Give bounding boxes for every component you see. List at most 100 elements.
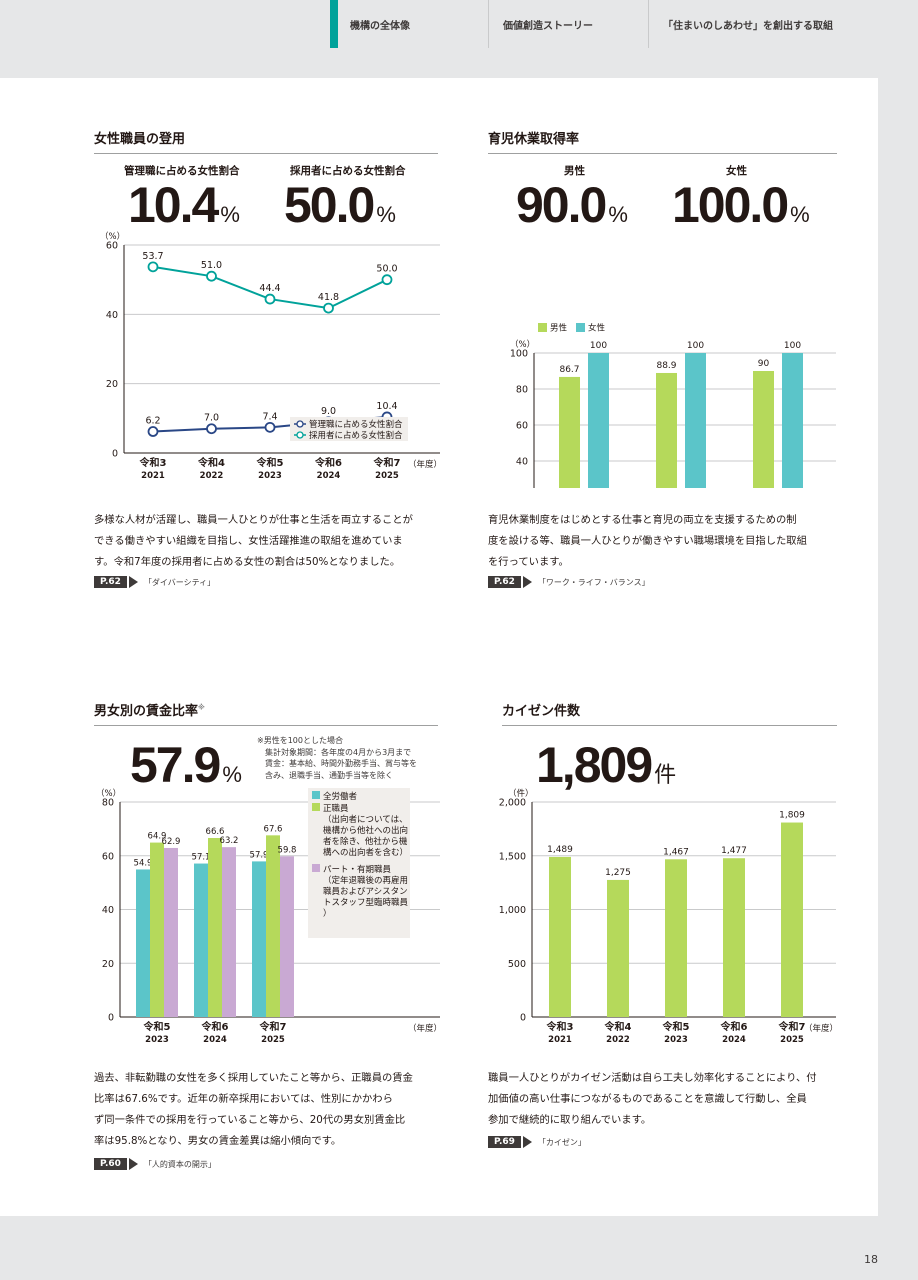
x-tick-label: 令和7 [259, 1020, 287, 1033]
bar [559, 376, 580, 488]
bar [588, 353, 609, 488]
data-label: 86.7 [559, 365, 579, 375]
text-line: 職員一人ひとりがカイゼン活動は自ら工夫し効率化することにより、付 [488, 1072, 817, 1084]
page-reference-link[interactable]: P.60 「人的資本の開示」 [94, 1158, 216, 1170]
nav-item-initiatives[interactable]: 「住まいのしあわせ」を創出する取組 [648, 0, 918, 48]
data-label: 1,489 [547, 845, 573, 855]
ref-text: 「ダイバーシティ」 [143, 577, 216, 587]
y-tick-label: 40 [516, 457, 528, 468]
y-tick-label: 40 [102, 905, 114, 916]
x-tick-label: 令和6 [314, 456, 342, 469]
legend-marker [296, 420, 304, 428]
bar [280, 856, 294, 1017]
page-number: 18 [864, 1253, 878, 1266]
legend-note-line: （出向者については、 [323, 814, 408, 825]
childcare-leave-bar-chart: 020406080100（%）86.788.990100100100男性女性令和… [510, 323, 836, 488]
data-label: 1,467 [663, 847, 689, 857]
y-tick-label: 60 [102, 851, 114, 862]
x-tick-label: 令和5 [662, 1020, 690, 1033]
data-point [381, 274, 393, 286]
x-year-label: 2022 [606, 1035, 630, 1045]
data-label: 6.2 [145, 416, 160, 427]
section3-body: 過去、非転勤職の女性を多く採用していたこと等から、正職員の賃金 比率は67.6%で… [94, 1068, 454, 1152]
text-line: す。令和7年度の採用者に占める女性の割合は50%となりました。 [94, 556, 401, 568]
section4-body: 職員一人ひとりがカイゼン活動は自ら工夫し効率化することにより、付 加価値の高い仕事… [488, 1068, 848, 1131]
ref-page-tag: P.62 [94, 576, 127, 588]
x-tick-label: 令和5 [256, 456, 284, 469]
bar [150, 842, 164, 1017]
y-tick-label: 80 [516, 385, 528, 396]
x-year-label: 2021 [548, 1035, 572, 1045]
bar [607, 879, 629, 1017]
bar [656, 372, 677, 488]
x-tick-label: 令和3 [546, 1020, 574, 1033]
text-line: 度を設ける等、職員一人ひとりが働きやすい職場環境を目指した取組 [488, 535, 807, 547]
ref-text: 「ワーク・ライフ・バランス」 [537, 577, 650, 587]
y-tick-label: 40 [106, 310, 118, 321]
data-label: 54.9 [134, 858, 153, 868]
legend-box [308, 788, 410, 938]
nav-item-overview[interactable]: 機構の全体像 [330, 0, 488, 48]
kaizen-bar-chart: 0 500 1,000 1,500 2,000（件） 1,489 1,275 1,467 1,4… [499, 788, 838, 1045]
text-line: できる働きやすい組織を目指し、女性活躍推進の取組を進めていま [94, 535, 403, 547]
data-label: 7.4 [262, 411, 277, 422]
section1-body: 多様な人材が活躍し、職員一人ひとりが仕事と生活を両立することが できる働きやすい組… [94, 510, 454, 573]
bar [208, 838, 222, 1017]
bar [782, 353, 803, 488]
text-line: 比率は67.6%です。近年の新卒採用においては、性別にかかわら [94, 1093, 393, 1105]
kpi-wage-ratio: 57.9% [130, 737, 242, 793]
bar [753, 371, 774, 488]
data-label: 59.8 [278, 845, 297, 855]
data-label: 50.0 [376, 264, 397, 275]
legend-marker [296, 431, 304, 439]
data-label: 53.7 [142, 251, 163, 262]
bar [665, 859, 687, 1017]
data-point [264, 293, 276, 305]
legend-label: 全労働者 [323, 791, 358, 802]
wage-ratio-footnote: ※男性を100とした場合 集計対象期間：各年度の4月から3月まで 賃金：基本給、… [257, 736, 417, 780]
nav-item-value-story[interactable]: 価値創造ストーリー [488, 0, 648, 48]
bar [222, 847, 236, 1017]
y-tick-label: 80 [102, 798, 114, 809]
data-label: 63.2 [220, 836, 239, 846]
page-reference-link[interactable]: P.62 「ワーク・ライフ・バランス」 [488, 576, 650, 588]
legend-label: 正職員 [323, 804, 349, 814]
data-label: 64.9 [148, 832, 167, 842]
wage-ratio-bar-chart: 0 20 40 60 80（%） 54.9 57.1 57.9 64.9 66.6 67.6 62.9… [96, 788, 442, 1045]
data-point [206, 423, 217, 435]
section2-body: 育児休業制度をはじめとする仕事と育児の両立を支援するための制 度を設ける等、職員一… [488, 510, 848, 573]
kpi-hire-ratio: 50.0% [284, 177, 396, 233]
kpi-male-leave: 90.0% [516, 177, 628, 233]
legend-box [290, 417, 408, 441]
x-tick-label: 令和7 [778, 1020, 806, 1033]
y-tick-label: 0 [108, 1013, 114, 1024]
x-year-label: 2025 [780, 1035, 804, 1045]
data-label: 44.4 [259, 283, 280, 294]
x-unit-label: （年度） [804, 1023, 838, 1034]
data-point [147, 426, 159, 437]
data-label: 1,809 [779, 811, 805, 821]
ref-page-tag: P.62 [488, 576, 521, 588]
legend-swatch [576, 323, 585, 332]
kpi-label-hire-ratio: 採用者に占める女性割合 [290, 165, 406, 177]
page-reference-link[interactable]: P.69 「カイゼン」 [488, 1136, 586, 1148]
legend-note-line: （定年退職後の再雇用 [323, 875, 408, 886]
y-tick-label: 100 [510, 349, 528, 360]
y-tick-label: 60 [106, 241, 118, 252]
legend-swatch [312, 864, 320, 872]
x-tick-label: 令和5 [143, 1020, 171, 1033]
y-tick-label: 0 [112, 449, 118, 460]
legend-note-line: 者を除き、他社から機 [323, 836, 408, 847]
bar [266, 835, 280, 1017]
bar [194, 863, 208, 1017]
data-label: 100 [590, 341, 607, 351]
y-tick-label: 0 [520, 1013, 526, 1024]
page-reference-link[interactable]: P.62 「ダイバーシティ」 [94, 576, 215, 588]
legend-note-line: ） [323, 908, 332, 919]
text-line: ず同一条件での採用を行っていること等から、20代の男女別賃金比 [94, 1114, 406, 1126]
data-label: 57.1 [192, 853, 211, 863]
x-tick-label: 令和4 [604, 1020, 632, 1033]
y-unit-label: （%） [96, 788, 121, 799]
y-unit-label: （件） [508, 788, 534, 799]
x-year-label: 2021 [141, 471, 165, 481]
